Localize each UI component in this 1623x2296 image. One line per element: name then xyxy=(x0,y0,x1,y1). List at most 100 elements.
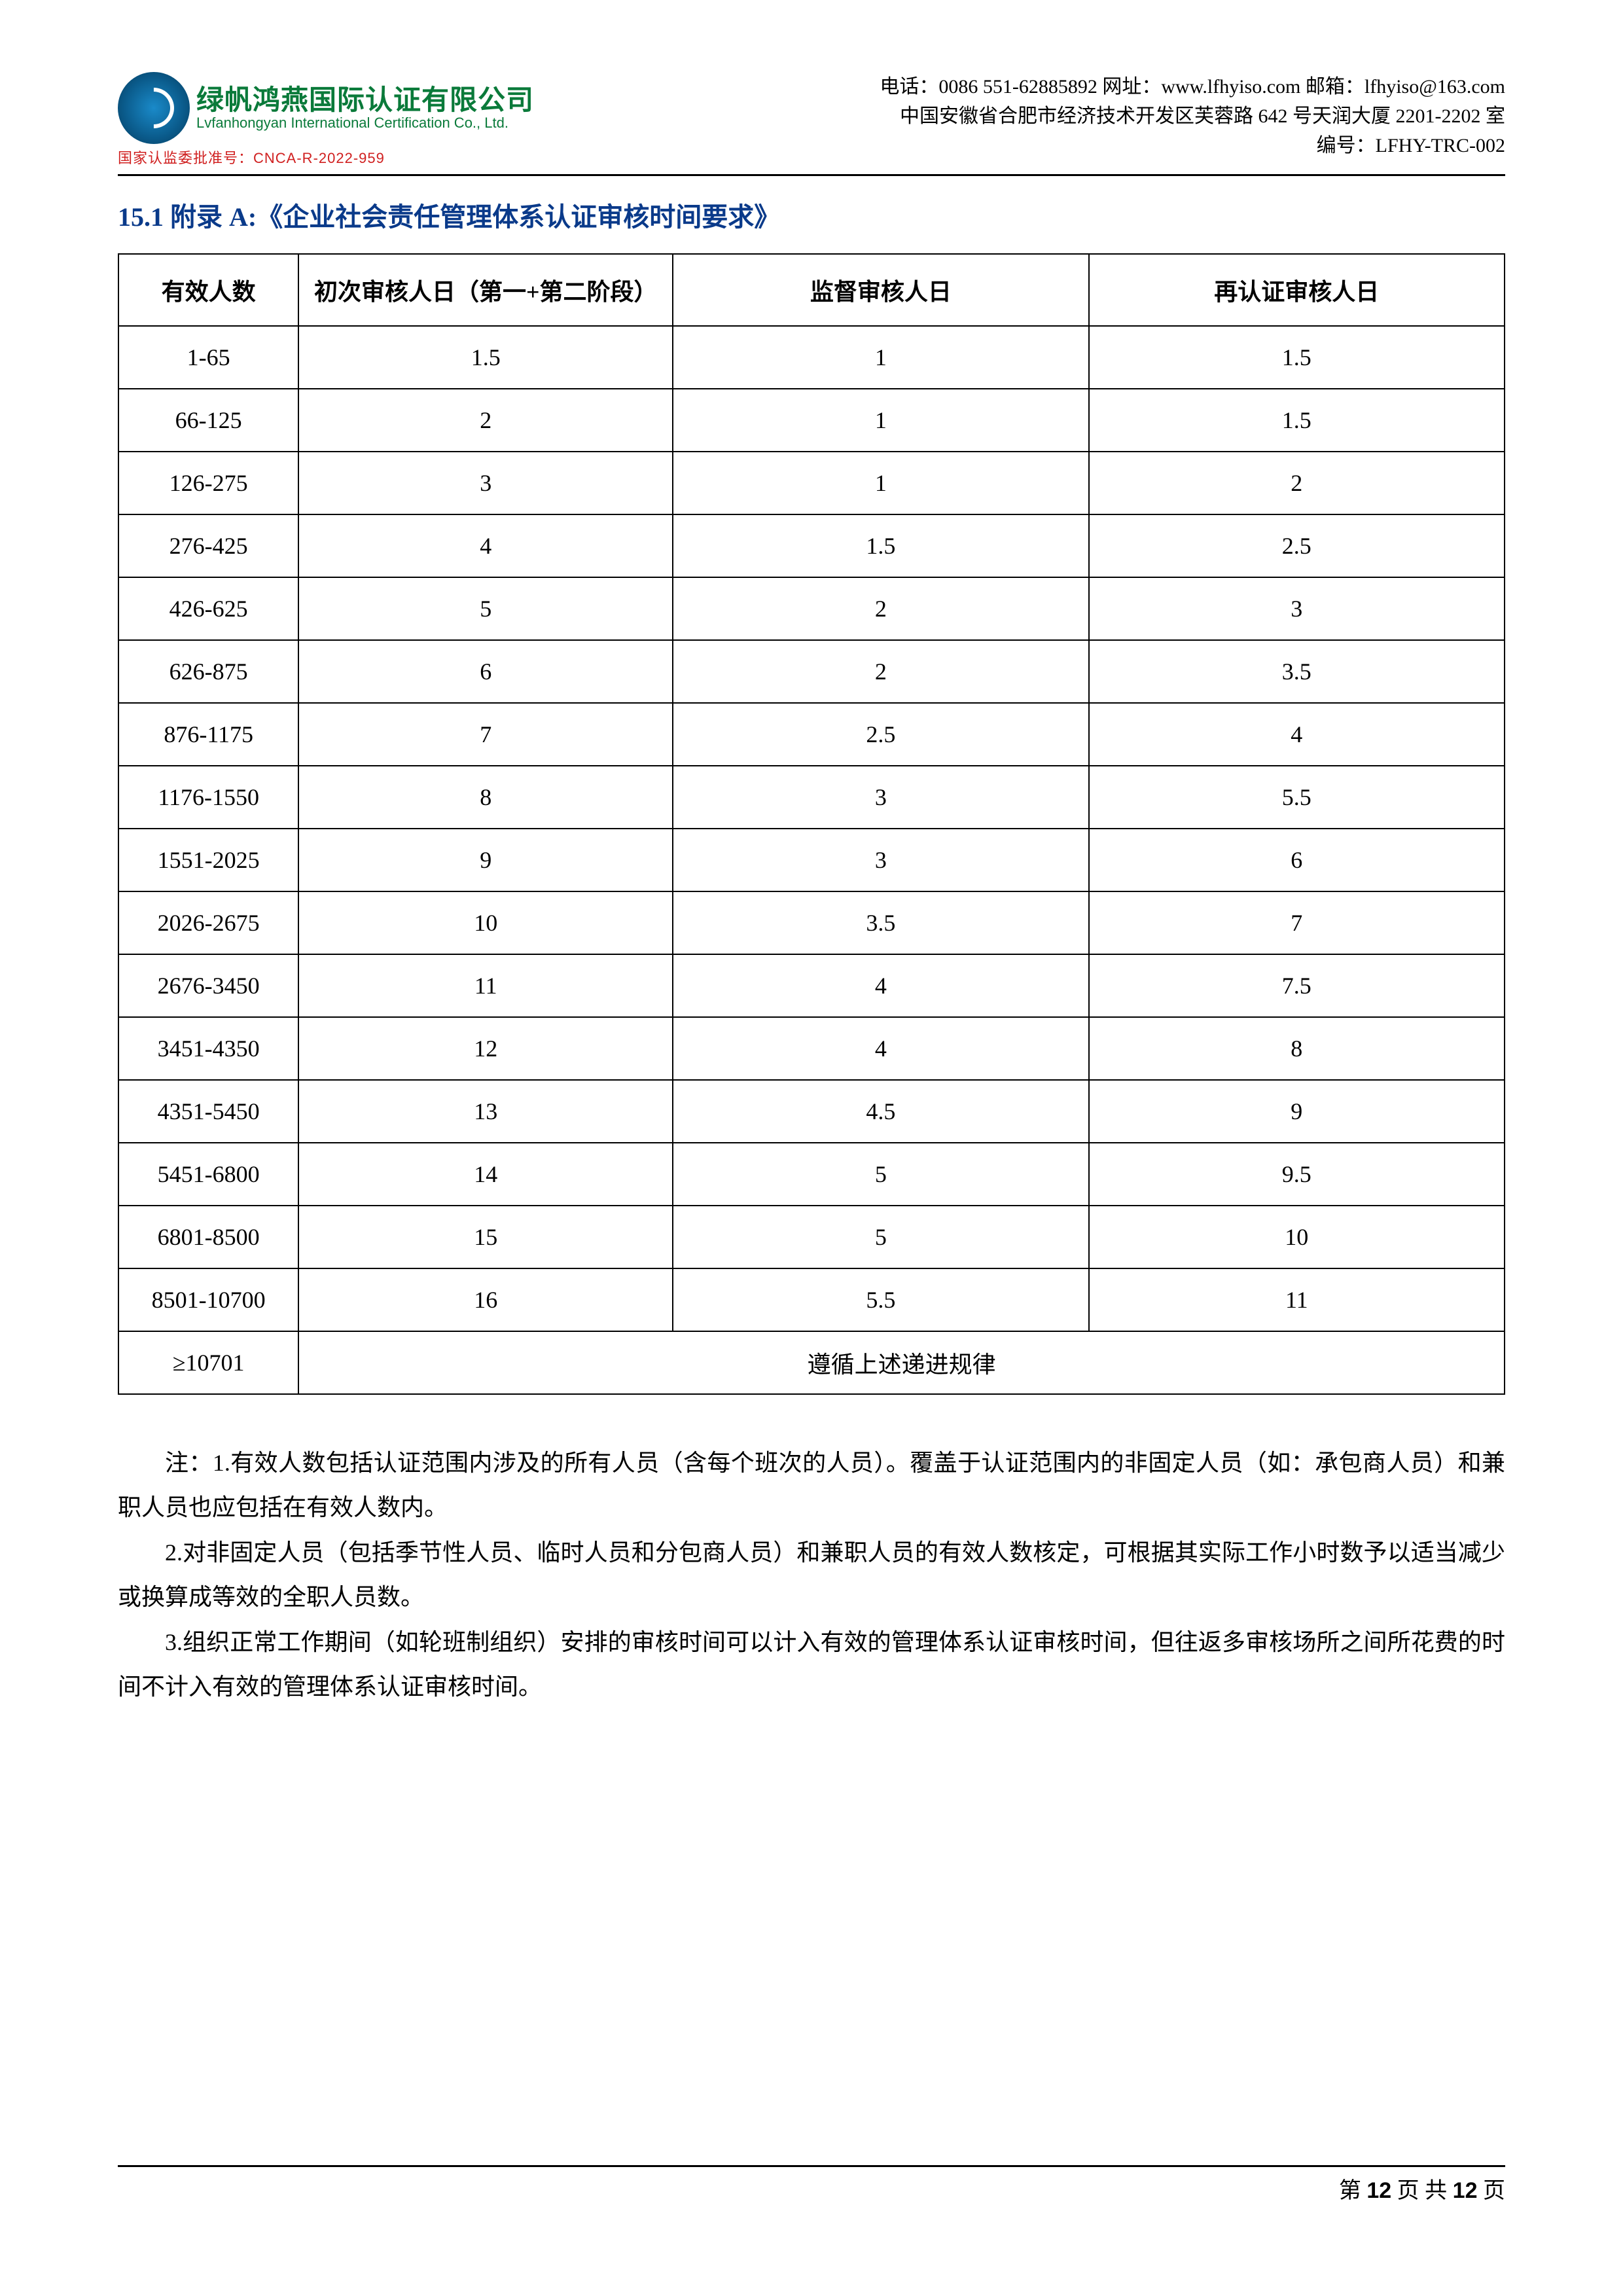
table-cell: 11 xyxy=(298,954,673,1017)
table-cell: 3 xyxy=(298,452,673,514)
table-row: 1176-1550835.5 xyxy=(118,766,1505,829)
section-title: 15.1 附录 A:《企业社会责任管理体系认证审核时间要求》 xyxy=(118,196,1505,234)
table-cell: 5.5 xyxy=(673,1268,1088,1331)
table-cell: 12 xyxy=(298,1017,673,1080)
table-cell: 10 xyxy=(1089,1206,1505,1268)
table-cell: 2676-3450 xyxy=(118,954,298,1017)
table-cell: 2 xyxy=(298,389,673,452)
table-cell: 13 xyxy=(298,1080,673,1143)
table-row: 2026-2675103.57 xyxy=(118,891,1505,954)
table-row: 126-275312 xyxy=(118,452,1505,514)
company-name-en: Lvfanhongyan International Certification… xyxy=(196,115,534,131)
table-row: 276-42541.52.5 xyxy=(118,514,1505,577)
table-cell: 6 xyxy=(298,640,673,703)
table-cell-merged: 遵循上述递进规律 xyxy=(298,1331,1505,1394)
table-cell: 1.5 xyxy=(673,514,1088,577)
logo-block: 绿帆鸿燕国际认证有限公司 Lvfanhongyan International … xyxy=(118,72,534,168)
footer-total: 12 xyxy=(1453,2178,1478,2203)
table-row: 426-625523 xyxy=(118,577,1505,640)
table-cell: 11 xyxy=(1089,1268,1505,1331)
approval-label: 国家认监委批准号： xyxy=(118,150,253,166)
table-row: 5451-68001459.5 xyxy=(118,1143,1505,1206)
table-cell: ≥10701 xyxy=(118,1331,298,1394)
table-cell: 2.5 xyxy=(1089,514,1505,577)
table-cell: 276-425 xyxy=(118,514,298,577)
footer-mid: 页 共 xyxy=(1391,2179,1453,2203)
header-rule xyxy=(118,174,1505,176)
table-cell: 7.5 xyxy=(1089,954,1505,1017)
table-cell: 2 xyxy=(673,577,1088,640)
table-row-last: ≥10701遵循上述递进规律 xyxy=(118,1331,1505,1394)
table-row: 1551-2025936 xyxy=(118,829,1505,891)
table-cell: 1.5 xyxy=(1089,326,1505,389)
table-row: 3451-43501248 xyxy=(118,1017,1505,1080)
page-header: 绿帆鸿燕国际认证有限公司 Lvfanhongyan International … xyxy=(118,72,1505,168)
table-cell: 5.5 xyxy=(1089,766,1505,829)
table-cell: 4 xyxy=(1089,703,1505,766)
table-cell: 1.5 xyxy=(298,326,673,389)
table-cell: 5 xyxy=(298,577,673,640)
table-cell: 9.5 xyxy=(1089,1143,1505,1206)
table-cell: 4 xyxy=(298,514,673,577)
document-page: 绿帆鸿燕国际认证有限公司 Lvfanhongyan International … xyxy=(0,0,1623,2296)
table-cell: 3.5 xyxy=(1089,640,1505,703)
table-row: 2676-34501147.5 xyxy=(118,954,1505,1017)
table-cell: 6 xyxy=(1089,829,1505,891)
table-row: 1-651.511.5 xyxy=(118,326,1505,389)
table-cell: 9 xyxy=(1089,1080,1505,1143)
footer-text: 第 12 页 共 12 页 xyxy=(118,2172,1505,2204)
table-cell: 3 xyxy=(1089,577,1505,640)
col-header-2: 监督审核人日 xyxy=(673,254,1088,326)
table-cell: 2.5 xyxy=(673,703,1088,766)
contact-line-3: 编号：LFHY-TRC-002 xyxy=(880,131,1505,160)
table-row: 626-875623.5 xyxy=(118,640,1505,703)
table-cell: 8501-10700 xyxy=(118,1268,298,1331)
footer-page: 12 xyxy=(1366,2178,1391,2203)
approval-code: CNCA-R-2022-959 xyxy=(253,150,385,166)
table-cell: 3.5 xyxy=(673,891,1088,954)
footer-prefix: 第 xyxy=(1339,2179,1367,2203)
table-cell: 8 xyxy=(1089,1017,1505,1080)
table-header-row: 有效人数 初次审核人日（第一+第二阶段） 监督审核人日 再认证审核人日 xyxy=(118,254,1505,326)
note-2: 2.对非固定人员（包括季节性人员、临时人员和分包商人员）和兼职人员的有效人数核定… xyxy=(118,1530,1505,1620)
table-cell: 1-65 xyxy=(118,326,298,389)
table-cell: 1 xyxy=(673,452,1088,514)
table-cell: 2026-2675 xyxy=(118,891,298,954)
footer-suffix: 页 xyxy=(1478,2179,1506,2203)
footer-rule xyxy=(118,2165,1505,2167)
table-cell: 5451-6800 xyxy=(118,1143,298,1206)
table-row: 4351-5450134.59 xyxy=(118,1080,1505,1143)
table-cell: 126-275 xyxy=(118,452,298,514)
table-cell: 2 xyxy=(673,640,1088,703)
contact-line-1: 电话：0086 551-62885892 网址：www.lfhyiso.com … xyxy=(880,72,1505,101)
table-cell: 16 xyxy=(298,1268,673,1331)
table-cell: 9 xyxy=(298,829,673,891)
page-footer: 第 12 页 共 12 页 xyxy=(118,2165,1505,2204)
table-cell: 626-875 xyxy=(118,640,298,703)
company-name-cn: 绿帆鸿燕国际认证有限公司 xyxy=(196,85,534,115)
table-cell: 5 xyxy=(673,1143,1088,1206)
table-cell: 4 xyxy=(673,954,1088,1017)
table-cell: 426-625 xyxy=(118,577,298,640)
col-header-1: 初次审核人日（第一+第二阶段） xyxy=(298,254,673,326)
logo-row: 绿帆鸿燕国际认证有限公司 Lvfanhongyan International … xyxy=(118,72,534,144)
table-cell: 7 xyxy=(1089,891,1505,954)
table-cell: 4 xyxy=(673,1017,1088,1080)
logo-icon xyxy=(118,72,190,144)
table-cell: 1551-2025 xyxy=(118,829,298,891)
table-row: 66-125211.5 xyxy=(118,389,1505,452)
table-cell: 1 xyxy=(673,326,1088,389)
contact-block: 电话：0086 551-62885892 网址：www.lfhyiso.com … xyxy=(880,72,1505,160)
table-cell: 4.5 xyxy=(673,1080,1088,1143)
table-cell: 876-1175 xyxy=(118,703,298,766)
table-cell: 14 xyxy=(298,1143,673,1206)
audit-time-table: 有效人数 初次审核人日（第一+第二阶段） 监督审核人日 再认证审核人日 1-65… xyxy=(118,253,1505,1395)
col-header-0: 有效人数 xyxy=(118,254,298,326)
table-cell: 5 xyxy=(673,1206,1088,1268)
table-cell: 1.5 xyxy=(1089,389,1505,452)
table-row: 8501-10700165.511 xyxy=(118,1268,1505,1331)
table-cell: 8 xyxy=(298,766,673,829)
table-cell: 7 xyxy=(298,703,673,766)
notes-block: 注：1.有效人数包括认证范围内涉及的所有人员（含每个班次的人员）。覆盖于认证范围… xyxy=(118,1441,1505,1709)
table-cell: 3451-4350 xyxy=(118,1017,298,1080)
